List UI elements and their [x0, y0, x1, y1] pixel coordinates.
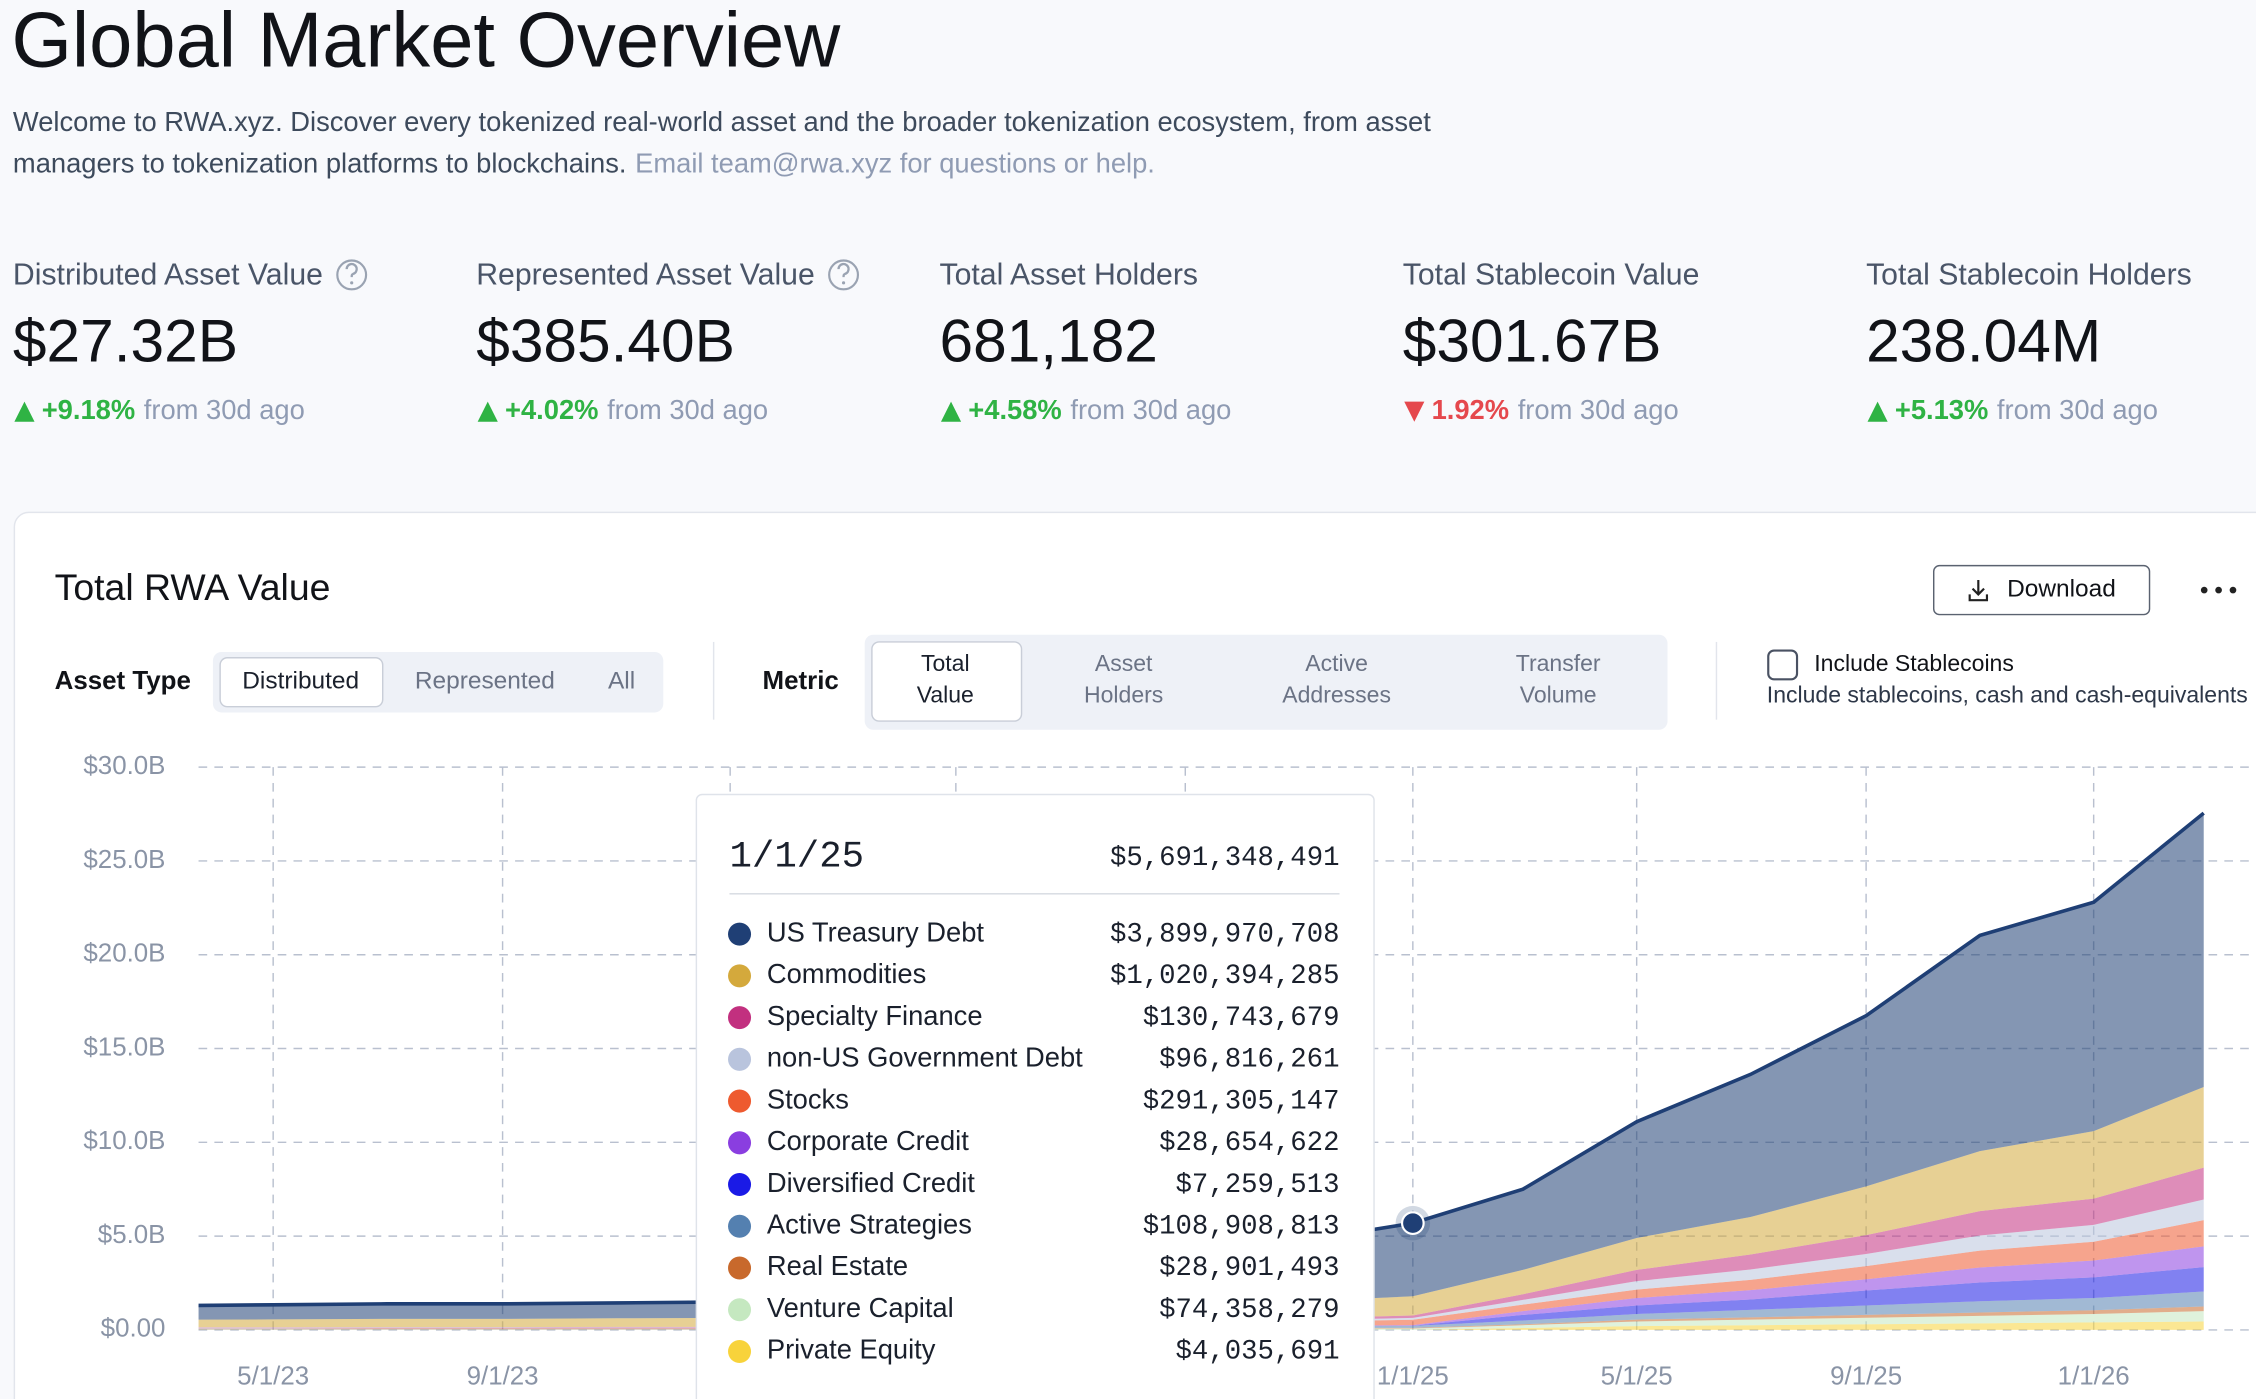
hover-point — [1402, 1212, 1424, 1234]
metric-option: Transfer — [1516, 650, 1601, 676]
x-tick-label: 5/1/23 — [237, 1362, 309, 1390]
metric-option: Addresses — [1282, 682, 1391, 708]
chart-title: Total RWA Value — [55, 566, 331, 608]
tooltip-date: 1/1/25 — [729, 836, 864, 878]
checkbox[interactable] — [1768, 651, 1797, 680]
info-icon — [842, 281, 845, 284]
y-tick-label: $25.0B — [83, 846, 165, 874]
metric-option: Active — [1305, 650, 1368, 676]
tooltip-value: $130,743,679 — [1143, 1003, 1340, 1034]
stat-label: Represented Asset Value — [476, 258, 815, 291]
tooltip-series-name: Specialty Finance — [767, 1000, 983, 1031]
checkbox-description: Include stablecoins, cash and cash-equiv… — [1767, 682, 2248, 708]
more-menu[interactable] — [2215, 587, 2222, 594]
page-title: Global Market Overview — [12, 0, 842, 84]
stat-change-suffix: from 30d ago — [1997, 394, 2158, 425]
download-label: Download — [2007, 576, 2116, 603]
tooltip-value: $3,899,970,708 — [1110, 919, 1340, 950]
tooltip-series-name: non-US Government Debt — [767, 1042, 1083, 1073]
intro-text: managers to tokenization platforms to bl… — [13, 148, 627, 179]
tooltip-series-name: Corporate Credit — [767, 1125, 969, 1156]
stat-change: +4.58% — [968, 394, 1061, 425]
stat-label: Total Asset Holders — [940, 258, 1198, 291]
x-tick-label: 9/1/23 — [467, 1362, 539, 1390]
tooltip-series-name: Venture Capital — [767, 1292, 954, 1323]
tooltip-swatch — [728, 1131, 751, 1154]
tooltip-series-name: US Treasury Debt — [767, 916, 985, 947]
checkbox-label: Include Stablecoins — [1814, 650, 2014, 676]
y-tick-label: $0.00 — [101, 1315, 166, 1343]
stat-value: $27.32B — [13, 306, 238, 374]
contact-text: Email team@rwa.xyz for questions or help… — [635, 148, 1155, 179]
more-menu[interactable] — [2201, 587, 2208, 594]
stat-change: +4.02% — [505, 394, 598, 425]
tooltip-series-name: Commodities — [767, 958, 926, 989]
y-tick-label: $10.0B — [83, 1127, 165, 1155]
stat-change-suffix: from 30d ago — [144, 394, 305, 425]
control-label: Asset Type — [55, 667, 191, 695]
tooltip-swatch — [728, 1257, 751, 1280]
x-tick-label: 1/1/26 — [2058, 1362, 2130, 1390]
y-tick-label: $20.0B — [83, 940, 165, 968]
tooltip-value: $1,020,394,285 — [1110, 961, 1340, 992]
tooltip-total: $5,691,348,491 — [1110, 843, 1340, 874]
y-tick-label: $5.0B — [98, 1221, 166, 1249]
stat-change-suffix: from 30d ago — [1070, 394, 1231, 425]
x-tick-label: 9/1/25 — [1830, 1362, 1902, 1390]
tooltip-series-name: Stocks — [767, 1083, 849, 1114]
metric-option: Holders — [1084, 682, 1163, 708]
asset-type-option: Distributed — [242, 668, 359, 695]
stat-change: 1.92% — [1432, 394, 1509, 425]
tooltip-series-name: Private Equity — [767, 1334, 936, 1365]
tooltip-value: $28,654,622 — [1159, 1128, 1339, 1159]
tooltip-swatch — [728, 1298, 751, 1321]
stat-change-suffix: from 30d ago — [1518, 394, 1679, 425]
stat-label: Total Stablecoin Value — [1403, 258, 1700, 291]
stat-value: 238.04M — [1866, 306, 2101, 374]
tooltip-value: $4,035,691 — [1176, 1337, 1340, 1368]
tooltip-value: $28,901,493 — [1159, 1253, 1339, 1284]
metric-option: Total — [921, 650, 970, 676]
control-label: Metric — [763, 667, 839, 695]
tooltip-swatch — [728, 1340, 751, 1363]
stat-change: +9.18% — [42, 394, 135, 425]
metric-option: Asset — [1095, 650, 1153, 676]
tooltip-series-name: Diversified Credit — [767, 1167, 975, 1198]
more-menu[interactable] — [2230, 587, 2237, 594]
info-icon — [350, 281, 353, 284]
intro-text: Welcome to RWA.xyz. Discover every token… — [13, 106, 1431, 137]
tooltip-value: $74,358,279 — [1159, 1295, 1339, 1326]
tooltip-swatch — [728, 923, 751, 946]
tooltip-swatch — [728, 1090, 751, 1113]
tooltip-value: $291,305,147 — [1143, 1086, 1340, 1117]
x-tick-label: 5/1/25 — [1601, 1362, 1673, 1390]
tooltip-swatch — [728, 1048, 751, 1071]
tooltip-swatch — [728, 1215, 751, 1238]
x-tick-label: 1/1/25 — [1377, 1362, 1449, 1390]
tooltip-series-name: Active Strategies — [767, 1208, 972, 1239]
stat-label: Total Stablecoin Holders — [1866, 258, 2192, 291]
asset-type-option: Represented — [415, 668, 555, 695]
stat-change-suffix: from 30d ago — [607, 394, 768, 425]
y-tick-label: $30.0B — [83, 752, 165, 780]
stat-change: +5.13% — [1895, 394, 1988, 425]
tooltip-swatch — [728, 964, 751, 987]
tooltip-swatch — [728, 1006, 751, 1029]
tooltip-swatch — [728, 1173, 751, 1196]
tooltip-value: $7,259,513 — [1176, 1170, 1340, 1201]
stat-label: Distributed Asset Value — [13, 258, 323, 291]
stat-value: $385.40B — [476, 306, 735, 374]
stat-value: $301.67B — [1403, 306, 1662, 374]
metric-option: Value — [917, 682, 974, 708]
stat-value: 681,182 — [940, 306, 1158, 374]
metric-option: Volume — [1520, 682, 1597, 708]
asset-type-option: All — [608, 668, 635, 695]
tooltip-value: $108,908,813 — [1143, 1212, 1340, 1243]
y-tick-label: $15.0B — [83, 1033, 165, 1061]
tooltip-value: $96,816,261 — [1159, 1045, 1339, 1076]
tooltip-series-name: Real Estate — [767, 1250, 908, 1281]
